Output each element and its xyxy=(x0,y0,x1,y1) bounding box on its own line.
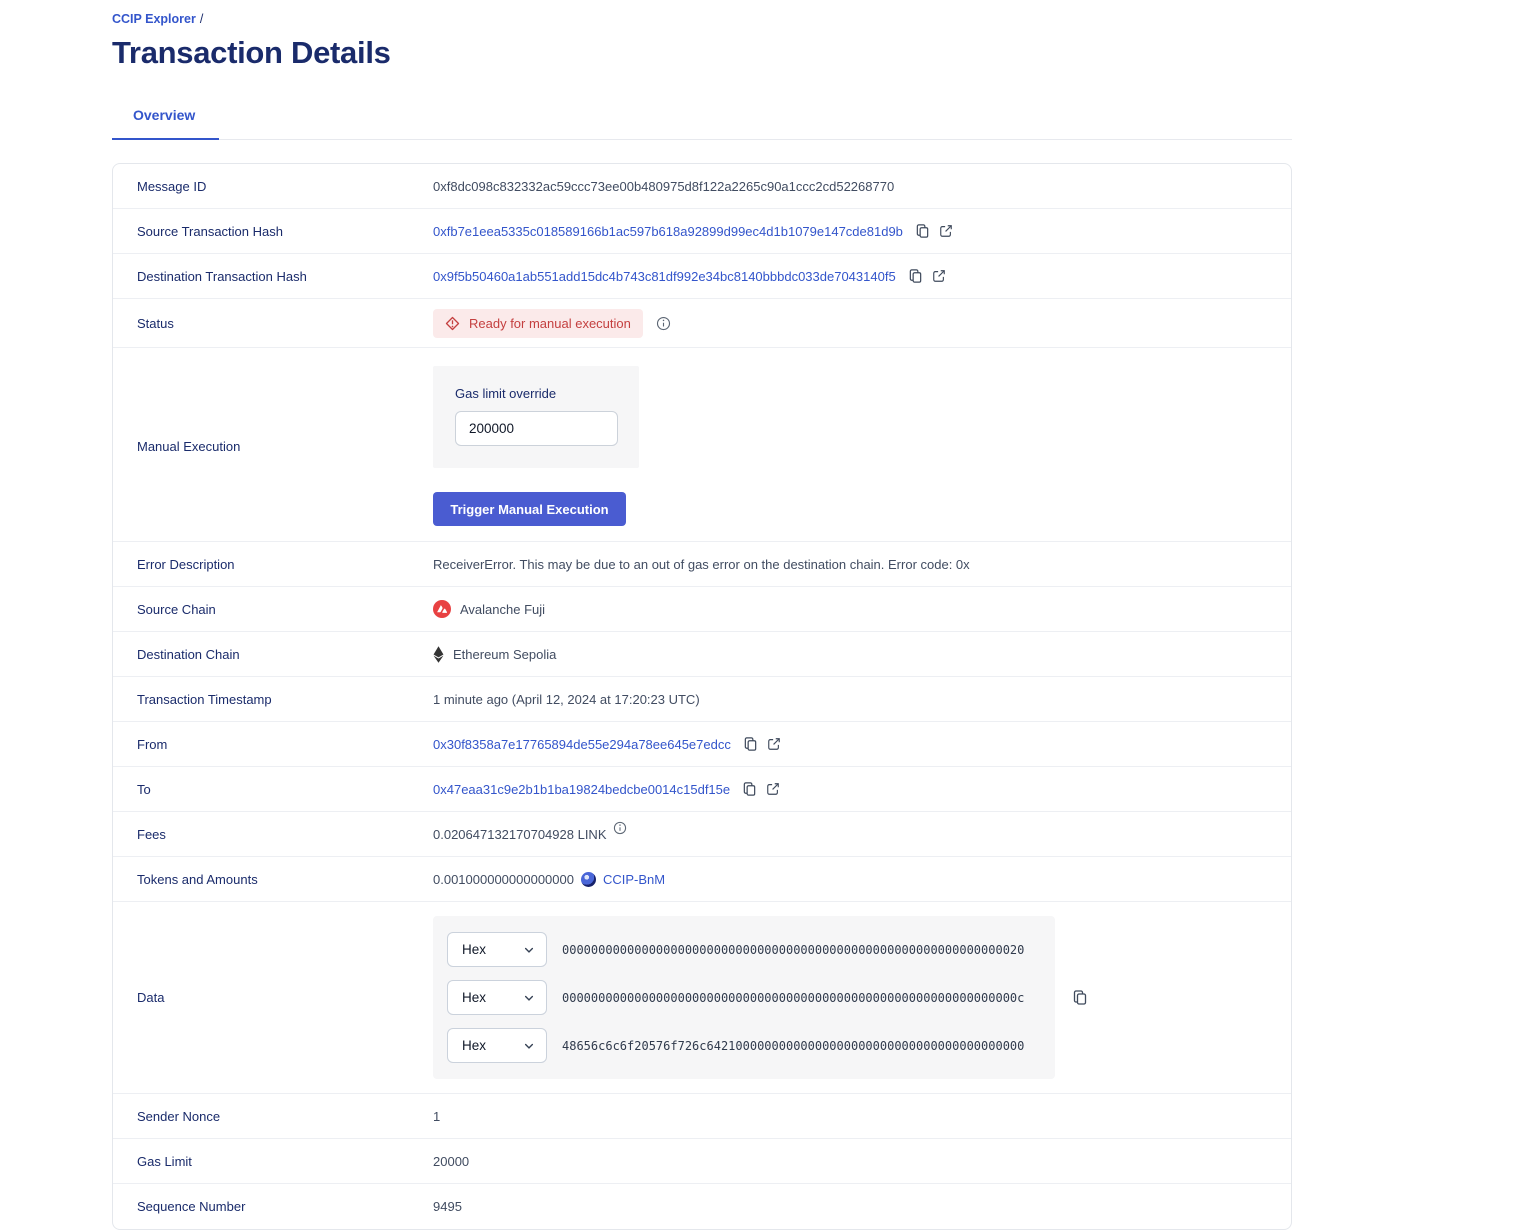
hex-format-value: Hex xyxy=(462,1038,487,1053)
source-chain-label: Source Chain xyxy=(137,601,216,617)
hex-format-select[interactable]: Hex xyxy=(447,980,547,1015)
row-gas-limit: Gas Limit 20000 xyxy=(113,1139,1291,1184)
tab-bar: Overview xyxy=(112,107,1292,140)
status-label: Status xyxy=(137,315,174,331)
row-source-tx-hash: Source Transaction Hash 0xfb7e1eea5335c0… xyxy=(113,209,1291,254)
copy-icon[interactable] xyxy=(743,736,758,752)
sender-nonce-label: Sender Nonce xyxy=(137,1108,221,1124)
row-sequence-number: Sequence Number 9495 xyxy=(113,1184,1291,1229)
error-description-value: ReceiverError. This may be due to an out… xyxy=(433,556,970,572)
row-status: Status Ready for manual execution xyxy=(113,299,1291,348)
info-icon[interactable] xyxy=(656,316,671,331)
ethereum-icon xyxy=(433,645,444,663)
breadcrumb-separator: / xyxy=(199,12,204,26)
ccip-bnm-token-icon xyxy=(580,871,596,887)
error-description-label: Error Description xyxy=(137,556,235,572)
tab-overview[interactable]: Overview xyxy=(112,107,219,140)
manual-execution-label: Manual Execution xyxy=(137,438,241,454)
external-link-icon[interactable] xyxy=(767,737,781,751)
tokens-and-amounts-label: Tokens and Amounts xyxy=(137,871,258,887)
row-destination-tx-hash: Destination Transaction Hash 0x9f5b50460… xyxy=(113,254,1291,299)
row-message-id: Message ID 0xf8dc098c832332ac59ccc73ee00… xyxy=(113,164,1291,209)
info-icon[interactable] xyxy=(613,821,627,835)
copy-icon[interactable] xyxy=(915,223,930,239)
external-link-icon[interactable] xyxy=(932,269,946,283)
hex-format-select[interactable]: Hex xyxy=(447,932,547,967)
external-link-icon[interactable] xyxy=(766,782,780,796)
hex-data-line-3: 48656c6c6f20576f726c64210000000000000000… xyxy=(562,1038,1025,1053)
to-address-link[interactable]: 0x47eaa31c9e2b1b1ba19824bedcbe0014c15df1… xyxy=(433,781,731,797)
transaction-details-page: CCIP Explorer / Transaction Details Overv… xyxy=(112,0,1292,1230)
chevron-down-icon xyxy=(523,1040,535,1052)
source-tx-hash-label: Source Transaction Hash xyxy=(137,223,283,239)
row-source-chain: Source Chain Avalanche Fuji xyxy=(113,587,1291,632)
gas-limit-override-label: Gas limit override xyxy=(455,386,557,401)
source-tx-hash-link[interactable]: 0xfb7e1eea5335c018589166b1ac597b618a9289… xyxy=(433,223,903,239)
fees-value: 0.020647132170704928 LINK xyxy=(433,826,607,842)
message-id-value: 0xf8dc098c832332ac59ccc73ee00b480975d8f1… xyxy=(433,178,895,194)
chevron-down-icon xyxy=(523,992,535,1004)
row-error-description: Error Description ReceiverError. This ma… xyxy=(113,542,1291,587)
transaction-details-card: Message ID 0xf8dc098c832332ac59ccc73ee00… xyxy=(112,163,1292,1230)
copy-icon[interactable] xyxy=(1072,989,1088,1006)
hex-format-select[interactable]: Hex xyxy=(447,1028,547,1063)
transaction-timestamp-label: Transaction Timestamp xyxy=(137,691,272,707)
fees-label: Fees xyxy=(137,826,166,842)
destination-tx-hash-label: Destination Transaction Hash xyxy=(137,268,307,284)
transaction-timestamp-value: 1 minute ago (April 12, 2024 at 17:20:23… xyxy=(433,691,700,707)
row-destination-chain: Destination Chain Ethereum Sepolia xyxy=(113,632,1291,677)
hex-data-line-1: 0000000000000000000000000000000000000000… xyxy=(562,942,1025,957)
copy-icon[interactable] xyxy=(742,781,757,797)
external-link-icon[interactable] xyxy=(939,224,953,238)
destination-tx-hash-link[interactable]: 0x9f5b50460a1ab551add15dc4b743c81df992e3… xyxy=(433,268,896,284)
hex-format-value: Hex xyxy=(462,990,487,1005)
to-label: To xyxy=(137,781,151,797)
gas-limit-label: Gas Limit xyxy=(137,1153,192,1169)
sender-nonce-value: 1 xyxy=(433,1108,441,1124)
from-label: From xyxy=(137,736,168,752)
gas-limit-override-input[interactable] xyxy=(455,411,618,446)
gas-limit-override-panel: Gas limit override xyxy=(433,366,639,468)
row-tokens-and-amounts: Tokens and Amounts 0.001000000000000000 … xyxy=(113,857,1291,902)
breadcrumb: CCIP Explorer / xyxy=(112,12,1292,26)
ccip-bnm-token-link[interactable]: CCIP-BnM xyxy=(602,871,666,887)
row-manual-execution: Manual Execution Gas limit override Trig… xyxy=(113,348,1291,542)
row-fees: Fees 0.020647132170704928 LINK xyxy=(113,812,1291,857)
avalanche-icon xyxy=(433,600,451,618)
destination-chain-label: Destination Chain xyxy=(137,646,240,662)
alert-diamond-icon xyxy=(445,316,460,331)
destination-chain-value: Ethereum Sepolia xyxy=(453,646,557,662)
from-address-link[interactable]: 0x30f8358a7e17765894de55e294a78ee645e7ed… xyxy=(433,736,731,752)
hex-format-value: Hex xyxy=(462,942,487,957)
message-id-label: Message ID xyxy=(137,178,207,194)
source-chain-value: Avalanche Fuji xyxy=(460,601,546,617)
breadcrumb-ccip-explorer-link[interactable]: CCIP Explorer xyxy=(112,12,196,26)
row-transaction-timestamp: Transaction Timestamp 1 minute ago (Apri… xyxy=(113,677,1291,722)
data-hex-box: Hex 000000000000000000000000000000000000… xyxy=(433,916,1055,1079)
gas-limit-value: 20000 xyxy=(433,1153,470,1169)
row-sender-nonce: Sender Nonce 1 xyxy=(113,1094,1291,1139)
data-line: Hex 48656c6c6f20576f726c6421000000000000… xyxy=(447,1028,1041,1063)
status-badge-text: Ready for manual execution xyxy=(469,315,631,331)
page-title: Transaction Details xyxy=(112,35,391,70)
sequence-number-label: Sequence Number xyxy=(137,1199,246,1214)
token-amount: 0.001000000000000000 xyxy=(433,871,574,887)
data-line: Hex 000000000000000000000000000000000000… xyxy=(447,980,1041,1015)
status-badge: Ready for manual execution xyxy=(433,308,643,338)
sequence-number-value: 9495 xyxy=(433,1199,462,1214)
data-line: Hex 000000000000000000000000000000000000… xyxy=(447,932,1041,967)
data-label: Data xyxy=(137,990,165,1005)
chevron-down-icon xyxy=(523,944,535,956)
trigger-manual-execution-button[interactable]: Trigger Manual Execution xyxy=(433,492,626,526)
hex-data-line-2: 0000000000000000000000000000000000000000… xyxy=(562,990,1025,1005)
row-data: Data Hex 0000000000000000000000000000000… xyxy=(113,902,1291,1094)
row-to: To 0x47eaa31c9e2b1b1ba19824bedcbe0014c15… xyxy=(113,767,1291,812)
row-from: From 0x30f8358a7e17765894de55e294a78ee64… xyxy=(113,722,1291,767)
copy-icon[interactable] xyxy=(908,268,923,284)
